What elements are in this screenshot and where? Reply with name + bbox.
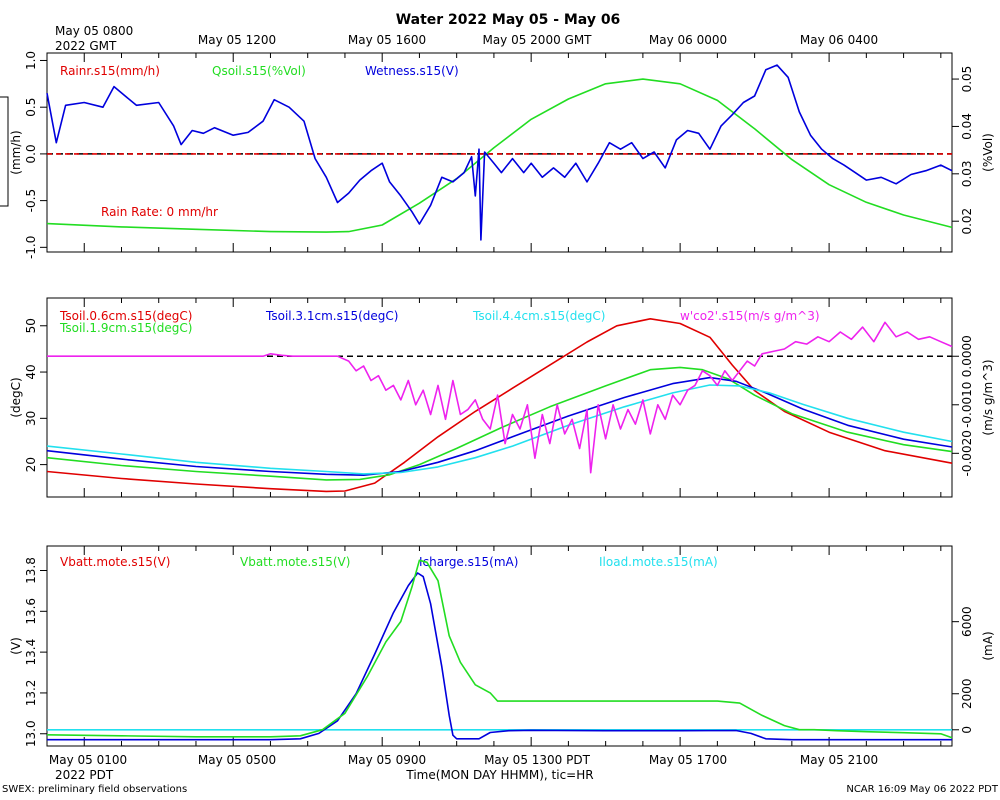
right-y-tick-label: 2000 <box>960 678 974 709</box>
plot-frame <box>46 52 953 253</box>
bottom-time-label: May 05 2100 <box>800 753 878 767</box>
left-y-tick-label: 13.0 <box>24 720 38 747</box>
right-axis-label: (mA) <box>981 631 995 660</box>
series-line-wetness-s15-v- <box>46 64 953 241</box>
top-time-label: May 06 0400 <box>800 33 878 47</box>
right-y-tick-label: 0.05 <box>960 66 974 93</box>
legend-entry: Qsoil.s15(%Vol) <box>212 64 306 78</box>
series-line-tsoil-0-6cm-s15-degc- <box>46 317 953 493</box>
top-time-label: May 05 2000 GMT <box>482 33 592 47</box>
left-y-tick-label: 40 <box>24 364 38 379</box>
legend-entry: Iload.mote.s15(mA) <box>599 555 718 569</box>
legend-entry: Vbatt.mote.s15(V) <box>240 555 350 569</box>
rain-rate-annotation: Rain Rate: 0 mm/hr <box>101 205 218 219</box>
legend-entry: Vbatt.mote.s15(V) <box>60 555 170 569</box>
right-y-tick-label: 0.0000 <box>960 335 974 377</box>
bottom-time-label: May 05 0900 <box>348 753 426 767</box>
right-y-tick-label: -0.0020 <box>960 430 974 476</box>
series-line-w-co2-s15-m-s-g-m-3- <box>47 321 953 474</box>
right-y-tick-label: 0.02 <box>960 208 974 235</box>
bottom-time-label: May 05 1300 PDT <box>484 753 591 767</box>
legend-entry: Rainr.s15(mm/h) <box>60 64 160 78</box>
footer-left: SWEX: preliminary field observations <box>2 784 187 795</box>
panel-0: -1.0 -0.5 0.0 0.5 1.0 (mm/h) 0.02 0.03 0.04 0.05 (… <box>9 51 995 259</box>
series-line-vbatt-mote-s15-v- <box>46 559 953 739</box>
right-y-tick-label: 6000 <box>960 606 974 637</box>
right-y-tick-label: -0.0010 <box>960 382 974 428</box>
left-y-tick-label: -0.5 <box>24 189 38 212</box>
footer-right: NCAR 16:09 May 06 2022 PDT <box>846 784 999 795</box>
left-axis-label: (V) <box>9 637 23 655</box>
legend-entry: w'co2'.s15(m/s g/m^3) <box>680 309 820 323</box>
bottom-time-label: May 05 0100 <box>49 753 127 767</box>
left-y-tick-label: 30 <box>24 411 38 426</box>
left-y-tick-label: 13.2 <box>24 680 38 707</box>
side-bracket <box>0 96 9 207</box>
bottom-time-label: May 05 0500 <box>198 753 276 767</box>
top-time-label: May 05 1600 <box>348 33 426 47</box>
panel-2: 13.0 13.2 13.4 13.6 13.8 (V) 0 2000 6000 (mA) Vbat… <box>9 545 995 747</box>
chart-title: Water 2022 May 05 - May 06 <box>396 12 621 28</box>
left-y-tick-label: 13.8 <box>24 557 38 584</box>
right-axis-label: (m/s g/m^3) <box>981 359 995 435</box>
legend-entry: Tsoil.0.6cm.s15(degC) <box>59 309 193 323</box>
top-start-label-2: 2022 GMT <box>55 39 117 53</box>
plot-frame <box>46 297 953 498</box>
series-line-tsoil-4-4cm-s15-degc- <box>46 384 953 475</box>
series-line-qsoil-s15-vol- <box>46 78 953 233</box>
left-y-tick-label: -1.0 <box>24 236 38 259</box>
plot-frame <box>46 545 953 747</box>
legend-entry: Tsoil.4.4cm.s15(degC) <box>472 309 606 323</box>
top-start-label-1: May 05 0800 <box>55 24 133 38</box>
left-y-tick-label: 13.6 <box>24 598 38 625</box>
left-y-tick-label: 0.0 <box>24 144 38 163</box>
top-time-label: May 06 0000 <box>649 33 727 47</box>
left-y-tick-label: 20 <box>24 457 38 472</box>
right-axis-label: (%Vol) <box>981 133 995 172</box>
right-y-tick-label: 0.04 <box>960 113 974 140</box>
series-line-icharge-s15-ma- <box>47 572 952 741</box>
top-time-label: May 05 1200 <box>198 33 276 47</box>
left-y-tick-label: 50 <box>24 318 38 333</box>
right-y-tick-label: 0.03 <box>960 160 974 187</box>
legend-entry: Tsoil.3.1cm.s15(degC) <box>265 309 399 323</box>
legend-entry: Wetness.s15(V) <box>365 64 459 78</box>
bottom-time-label: May 05 1700 <box>649 753 727 767</box>
legend-entry: Icharge.s15(mA) <box>419 555 518 569</box>
left-y-tick-label: 0.5 <box>24 98 38 117</box>
series-line-tsoil-1-9cm-s15-degc- <box>46 366 953 481</box>
left-axis-label: (mm/h) <box>9 130 23 174</box>
legend-entry: Tsoil.1.9cm.s15(degC) <box>59 321 193 335</box>
right-y-tick-label: 0 <box>960 726 974 734</box>
panel-1: 20 30 40 50 (degC) -0.0020 -0.0010 0.0000 (m/s g… <box>9 297 995 498</box>
bottom-start-label: 2022 PDT <box>55 768 114 782</box>
x-axis-label: Time(MON DAY HHMM), tic=HR <box>405 768 593 782</box>
left-y-tick-label: 13.4 <box>24 639 38 666</box>
left-y-tick-label: 1.0 <box>24 51 38 70</box>
left-axis-label: (degC) <box>9 377 23 417</box>
